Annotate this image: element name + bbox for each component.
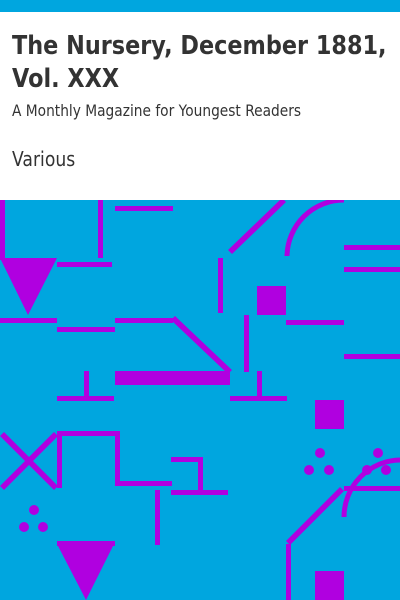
- diagonal-stroke-2: [171, 316, 232, 374]
- pattern-shape: [38, 522, 48, 532]
- pattern-shape: [0, 318, 57, 323]
- pattern-shape: [115, 481, 172, 486]
- pattern-shape: [57, 396, 114, 401]
- pattern-shape: [171, 457, 201, 462]
- book-subtitle: A Monthly Magazine for Youngest Readers: [12, 101, 302, 120]
- pattern-shape: [171, 490, 228, 495]
- pattern-shape: [230, 396, 287, 401]
- book-title: The Nursery, December 1881, Vol. XXX: [12, 31, 387, 94]
- pattern-shape: [286, 320, 344, 325]
- pattern-shape: [57, 327, 115, 332]
- square-shape-2: [315, 400, 344, 429]
- pattern-shape: [257, 371, 262, 396]
- cover-pattern: [0, 200, 400, 600]
- pattern-shape: [244, 315, 249, 372]
- pattern-shape: [324, 465, 334, 475]
- pattern-shape: [57, 431, 115, 436]
- pattern-shape: [115, 206, 173, 211]
- arc-shape-2: [341, 457, 400, 518]
- pattern-shape: [57, 262, 112, 267]
- pattern-shape: [19, 522, 29, 532]
- pattern-shape: [344, 486, 400, 491]
- pattern-shape: [286, 544, 291, 600]
- pattern-shape: [362, 465, 372, 475]
- pattern-shape: [344, 267, 400, 272]
- bar-shape: [115, 371, 230, 385]
- book-author: Various: [12, 147, 76, 171]
- pattern-shape: [218, 258, 223, 313]
- diagonal-stroke-3: [286, 487, 344, 545]
- pattern-shape: [115, 431, 120, 486]
- pattern-shape: [344, 245, 400, 250]
- dot-cluster-3: [19, 505, 48, 532]
- pattern-shape: [29, 505, 39, 515]
- pattern-shape: [381, 465, 391, 475]
- pattern-shape: [198, 457, 203, 490]
- pattern-shape: [304, 465, 314, 475]
- pattern-shape: [98, 200, 103, 258]
- pattern-shapes: [0, 200, 400, 600]
- cover-header: The Nursery, December 1881, Vol. XXX A M…: [0, 12, 400, 200]
- square-shape: [257, 286, 286, 315]
- triangle-shape: [0, 258, 57, 315]
- pattern-shape: [57, 541, 115, 546]
- pattern-shape: [115, 318, 173, 323]
- pattern-shape: [155, 490, 160, 545]
- x-stroke-2: [0, 432, 58, 490]
- pattern-shape: [315, 448, 325, 458]
- pattern-shape: [0, 200, 5, 260]
- cover-top-bar: [0, 0, 400, 12]
- arc-shape: [284, 200, 345, 257]
- pattern-shape: [57, 431, 62, 488]
- square-shape-3: [315, 571, 344, 600]
- pattern-shape: [344, 354, 400, 359]
- dot-cluster-1: [304, 448, 334, 475]
- triangle-shape-2: [57, 544, 114, 600]
- diagonal-stroke: [228, 200, 286, 254]
- pattern-shape: [373, 448, 383, 458]
- pattern-shape: [84, 371, 89, 396]
- dot-cluster-2: [362, 448, 391, 475]
